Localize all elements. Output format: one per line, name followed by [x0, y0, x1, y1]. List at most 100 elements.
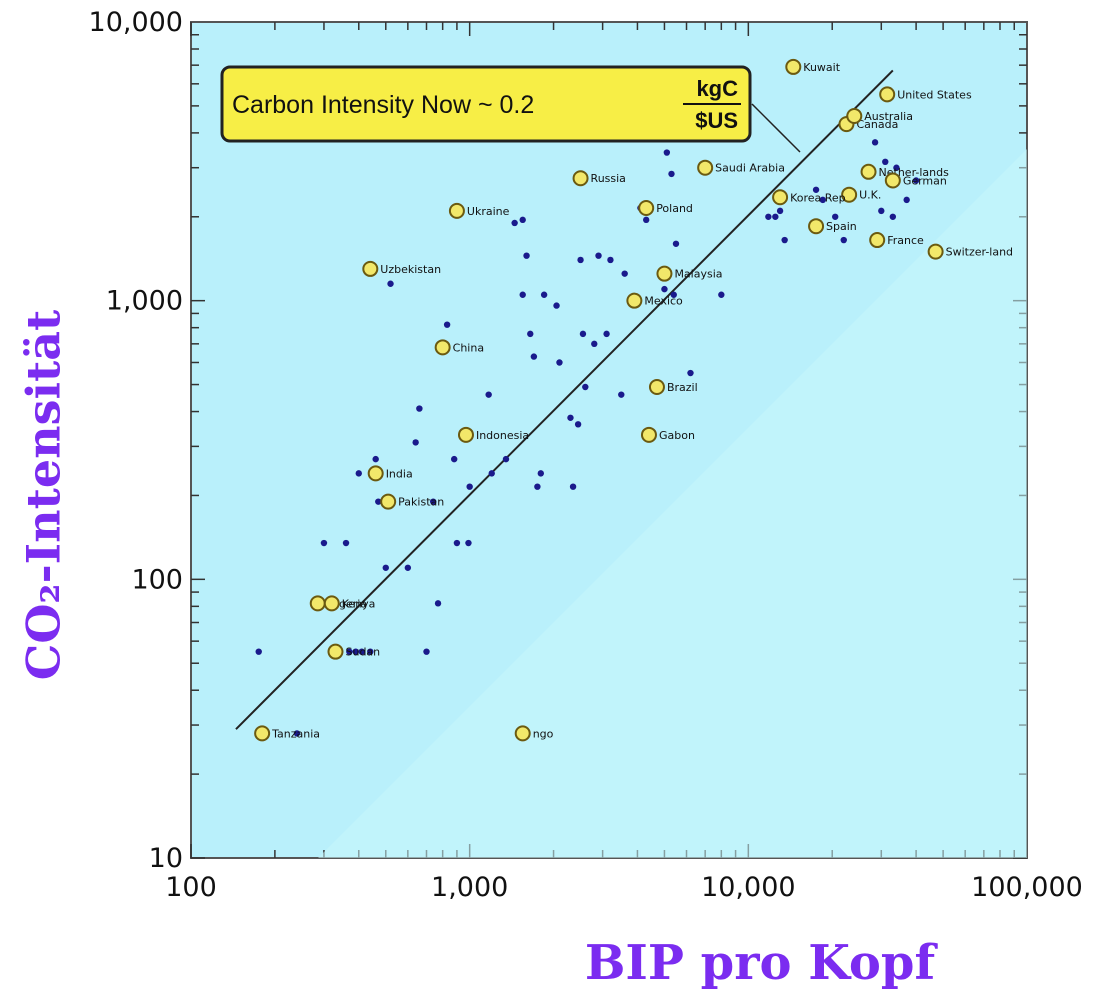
- y-axis-label: CO₂-Intensität: [16, 309, 71, 681]
- labeled-point: [879, 86, 896, 103]
- data-point: [569, 483, 577, 490]
- data-point: [453, 539, 461, 547]
- data-point: [819, 196, 826, 204]
- point-label: Russia: [591, 172, 626, 185]
- data-point: [812, 186, 820, 193]
- data-point: [567, 414, 574, 421]
- labeled-point: [362, 260, 379, 277]
- data-point: [772, 213, 779, 220]
- data-point: [342, 539, 350, 547]
- trend-line: [235, 69, 894, 730]
- data-point: [443, 321, 451, 328]
- data-point: [577, 256, 584, 264]
- labeled-point: [367, 465, 384, 482]
- point-label: Brazil: [667, 381, 698, 394]
- point-label: Kenya: [342, 597, 376, 610]
- data-point: [488, 470, 495, 477]
- data-point: [642, 216, 650, 224]
- labeled-point: [656, 265, 673, 282]
- data-point: [382, 564, 389, 571]
- data-point: [485, 391, 492, 398]
- annotation-text: Carbon Intensity Now ~ 0.2: [232, 91, 534, 119]
- x-tick-label: 1,000: [431, 872, 508, 903]
- data-point: [519, 291, 526, 298]
- data-point: [540, 291, 548, 298]
- labeled-point: [327, 643, 344, 660]
- data-point: [527, 330, 534, 338]
- data-point: [537, 470, 545, 477]
- annotation-numerator: kgC: [696, 76, 738, 101]
- labeled-point: [626, 292, 643, 309]
- point-label: France: [887, 234, 924, 247]
- data-point: [293, 730, 301, 737]
- data-point: [375, 498, 382, 505]
- labeled-point: [808, 218, 825, 235]
- data-point: [534, 483, 541, 490]
- data-point: [519, 216, 526, 224]
- x-tick-label: 100: [165, 872, 217, 903]
- labeled-point: [927, 243, 944, 260]
- point-label: United States: [897, 88, 972, 101]
- x-tick-label: 100,000: [971, 872, 1083, 903]
- data-point: [579, 330, 587, 338]
- data-point: [372, 455, 379, 463]
- labeled-point: [697, 159, 714, 176]
- data-point: [450, 455, 458, 463]
- labeled-point: [448, 202, 465, 219]
- point-label: Mexico: [644, 295, 683, 308]
- labeled-point: [640, 426, 657, 443]
- x-tick-label: 10,000: [701, 872, 795, 903]
- labeled-point: [884, 172, 901, 189]
- data-point: [434, 600, 442, 607]
- data-point: [668, 170, 675, 178]
- point-label: Indonesia: [476, 429, 529, 442]
- point-label: German: [903, 174, 947, 187]
- labeled-point: [309, 595, 326, 612]
- point-label: Tanzania: [271, 727, 320, 740]
- point-label: Gabon: [659, 429, 695, 442]
- data-point: [556, 359, 563, 366]
- data-point: [718, 291, 725, 298]
- labeled-point: [869, 232, 886, 249]
- data-point: [621, 270, 628, 277]
- data-point: [523, 252, 530, 259]
- data-point: [603, 330, 610, 338]
- data-point: [670, 291, 677, 298]
- annotation-denominator: $US: [695, 108, 738, 133]
- data-point: [574, 421, 582, 428]
- point-label: Pakistan: [398, 496, 444, 509]
- point-label: Saudi Arabia: [715, 162, 785, 175]
- data-point: [882, 158, 889, 166]
- data-point: [893, 164, 900, 171]
- data-point: [582, 383, 589, 391]
- point-label: Canada: [856, 118, 898, 131]
- labeled-point: [860, 163, 877, 180]
- y-tick-label: 100: [131, 564, 183, 595]
- data-point: [404, 564, 412, 571]
- labeled-point: [380, 493, 397, 510]
- point-label: Korea Rep: [790, 191, 846, 204]
- data-point: [661, 285, 668, 293]
- data-point: [502, 455, 510, 463]
- labeled-point: [572, 170, 589, 187]
- data-point: [358, 648, 365, 655]
- data-point: [840, 236, 847, 244]
- labeled-point: [785, 58, 802, 75]
- y-tick-label: 10: [149, 843, 183, 874]
- x-axis-label: BIP pro Kopf: [584, 935, 936, 991]
- point-label: Uzbekistan: [380, 263, 441, 276]
- point-label: India: [386, 467, 413, 480]
- data-point: [530, 353, 538, 360]
- lower-right-highlight: [318, 149, 1027, 858]
- data-point: [832, 213, 839, 220]
- data-point: [346, 648, 353, 655]
- data-point: [591, 340, 598, 348]
- point-label: Kuwait: [803, 61, 840, 74]
- point-label: Ukraine: [467, 205, 510, 218]
- y-tick-label: 10,000: [89, 7, 183, 38]
- labeled-point: [772, 189, 789, 206]
- point-label: China: [453, 341, 484, 354]
- data-point: [595, 252, 602, 259]
- point-label: Poland: [656, 202, 693, 215]
